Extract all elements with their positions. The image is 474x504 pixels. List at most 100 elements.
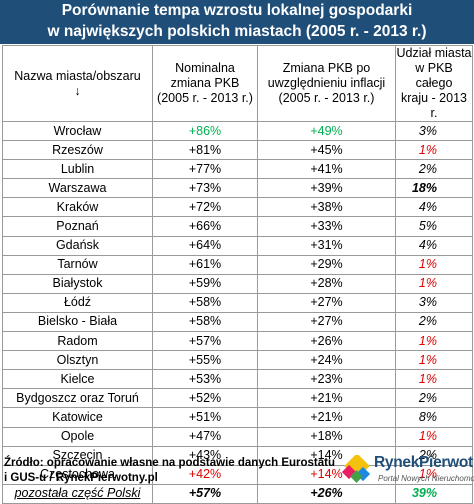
table-row: Tarnów +61% +29% 1% bbox=[2, 254, 473, 275]
table-header-row: Nazwa miasta/obszaru ↓ Nominalna zmiana PKB… bbox=[2, 45, 473, 122]
column-header-3: Udział miasta w PKB całego kraju - 2013 r. bbox=[395, 45, 473, 122]
column-header-text: ↓ bbox=[74, 83, 81, 98]
city-cell: Lublin bbox=[2, 159, 153, 180]
column-header-text: uwzględnieniu inflacji bbox=[267, 76, 386, 90]
nominal-gdp-change-cell: +77% bbox=[152, 159, 258, 180]
column-header-1: Nominalna zmiana PKB (2005 r. - 2013 r.) bbox=[152, 45, 258, 122]
nominal-gdp-change-cell: +64% bbox=[152, 235, 258, 256]
house-logo-icon bbox=[342, 455, 371, 483]
gdp-share-cell: 8% bbox=[395, 407, 473, 428]
gdp-share-cell: 5% bbox=[395, 216, 473, 237]
real-gdp-change-cell: +29% bbox=[257, 254, 396, 275]
logo-name: RynekPierwotny bbox=[374, 454, 474, 471]
table-row-total: pozostała część Polski +57% +26% 39% bbox=[2, 483, 473, 504]
city-cell: Poznań bbox=[2, 216, 153, 237]
table-row: Kielce +53% +23% 1% bbox=[2, 369, 473, 390]
real-gdp-change-cell: +24% bbox=[257, 350, 396, 371]
city-cell: Białystok bbox=[2, 273, 153, 294]
source-line-1: Źródło: opracowanie własne na podstawie … bbox=[4, 457, 336, 469]
gdp-share-cell: 2% bbox=[395, 311, 473, 333]
nominal-gdp-change-cell: +86% bbox=[152, 120, 258, 142]
real-gdp-change-cell: +45% bbox=[257, 140, 396, 161]
real-gdp-change-cell: +39% bbox=[257, 178, 396, 199]
column-header-text: (2005 r. - 2013 r.) bbox=[278, 91, 375, 105]
nominal-gdp-change-cell: +59% bbox=[152, 273, 258, 294]
real-gdp-change-cell: +38% bbox=[257, 197, 396, 218]
table-row: Białystok +59% +28% 1% bbox=[2, 273, 473, 294]
table-row: Lublin +77% +41% 2% bbox=[2, 159, 473, 180]
real-gdp-change-cell: +26% bbox=[257, 331, 396, 352]
nominal-gdp-change-cell: +58% bbox=[152, 311, 258, 333]
table-row: Olsztyn +55% +24% 1% bbox=[2, 350, 473, 371]
column-header-0: Nazwa miasta/obszaru ↓ bbox=[2, 45, 153, 122]
city-cell: Bydgoszcz oraz Toruń bbox=[2, 388, 153, 409]
nominal-gdp-change-cell: +47% bbox=[152, 426, 258, 447]
source-note: Źródło: opracowanie własne na podstawie … bbox=[4, 456, 335, 486]
city-cell: Tarnów bbox=[2, 254, 153, 275]
table-row: Katowice +51% +21% 8% bbox=[2, 407, 473, 428]
gdp-share-cell: 1% bbox=[395, 350, 473, 371]
gdp-share-cell: 2% bbox=[395, 388, 473, 409]
table-row: Bydgoszcz oraz Toruń +52% +21% 2% bbox=[2, 388, 473, 409]
nominal-gdp-change-cell: +57% bbox=[152, 331, 258, 352]
real-gdp-change-cell: +49% bbox=[257, 120, 396, 142]
city-cell: pozostała część Polski bbox=[2, 483, 153, 504]
real-gdp-change-cell: +18% bbox=[257, 426, 396, 447]
table-row: Poznań +66% +33% 5% bbox=[2, 216, 473, 237]
real-gdp-change-cell: +26% bbox=[257, 483, 396, 504]
nominal-gdp-change-cell: +73% bbox=[152, 178, 258, 199]
source-line-2: i GUS-u / RynekPierwotny.pl bbox=[4, 472, 158, 484]
nominal-gdp-change-cell: +57% bbox=[152, 483, 258, 504]
column-header-text: Udział miasta bbox=[396, 46, 472, 60]
nominal-gdp-change-cell: +61% bbox=[152, 254, 258, 275]
gdp-comparison-table: Nazwa miasta/obszaru ↓ Nominalna zmiana PKB… bbox=[2, 45, 473, 504]
real-gdp-change-cell: +21% bbox=[257, 407, 396, 428]
city-cell: Wrocław bbox=[2, 120, 153, 142]
real-gdp-change-cell: +27% bbox=[257, 311, 396, 333]
gdp-share-cell: 39% bbox=[395, 483, 473, 504]
nominal-gdp-change-cell: +55% bbox=[152, 350, 258, 371]
nominal-gdp-change-cell: +51% bbox=[152, 407, 258, 428]
column-header-2: Zmiana PKB po uwzględnieniu inflacji (2005… bbox=[257, 45, 396, 122]
city-cell: Radom bbox=[2, 331, 153, 352]
gdp-share-cell: 18% bbox=[395, 178, 473, 199]
gdp-share-cell: 3% bbox=[395, 120, 473, 142]
gdp-share-cell: 4% bbox=[395, 235, 473, 256]
gdp-share-cell: 1% bbox=[395, 369, 473, 390]
nominal-gdp-change-cell: +53% bbox=[152, 369, 258, 390]
gdp-share-cell: 2% bbox=[395, 159, 473, 180]
table-row: Gdańsk +64% +31% 4% bbox=[2, 235, 473, 256]
nominal-gdp-change-cell: +72% bbox=[152, 197, 258, 218]
table-row: Bielsko - Biała +58% +27% 2% bbox=[2, 311, 473, 333]
real-gdp-change-cell: +21% bbox=[257, 388, 396, 409]
nominal-gdp-change-cell: +81% bbox=[152, 140, 258, 161]
table-row: Kraków +72% +38% 4% bbox=[2, 197, 473, 218]
city-cell: Częstochowa bbox=[2, 464, 153, 485]
city-cell: Olsztyn bbox=[2, 350, 153, 371]
gdp-share-cell: 1% bbox=[395, 273, 473, 294]
city-cell: Kraków bbox=[2, 197, 153, 218]
nominal-gdp-change-cell: +58% bbox=[152, 292, 258, 313]
city-cell: Bielsko - Biała bbox=[2, 311, 153, 333]
logo: RynekPierwotny Portal Nowych Nieruchomoś… bbox=[342, 453, 474, 487]
column-header-text: (2005 r. - 2013 r.) bbox=[157, 91, 253, 105]
real-gdp-change-cell: +28% bbox=[257, 273, 396, 294]
column-header-text: Nazwa miasta/obszaru bbox=[14, 68, 141, 83]
real-gdp-change-cell: +27% bbox=[257, 292, 396, 313]
gdp-share-cell: 1% bbox=[395, 331, 473, 352]
column-header-text: Nominalna bbox=[175, 61, 235, 75]
city-cell: Gdańsk bbox=[2, 235, 153, 256]
gdp-share-cell: 1% bbox=[395, 254, 473, 275]
gdp-share-cell: 1% bbox=[395, 140, 473, 161]
table-row: Opole +47% +18% 1% bbox=[2, 426, 473, 447]
real-gdp-change-cell: +41% bbox=[257, 159, 396, 180]
table-row: Łódź +58% +27% 3% bbox=[2, 292, 473, 313]
table-row: Warszawa +73% +39% 18% bbox=[2, 178, 473, 199]
city-cell: Opole bbox=[2, 426, 153, 447]
real-gdp-change-cell: +23% bbox=[257, 369, 396, 390]
real-gdp-change-cell: +31% bbox=[257, 235, 396, 256]
column-header-text: w PKB całego bbox=[415, 61, 453, 90]
gdp-share-cell: 3% bbox=[395, 292, 473, 313]
column-header-text: Zmiana PKB po bbox=[282, 61, 371, 75]
title-line-1: Porównanie tempa wzrostu lokalnej gospod… bbox=[61, 2, 413, 19]
